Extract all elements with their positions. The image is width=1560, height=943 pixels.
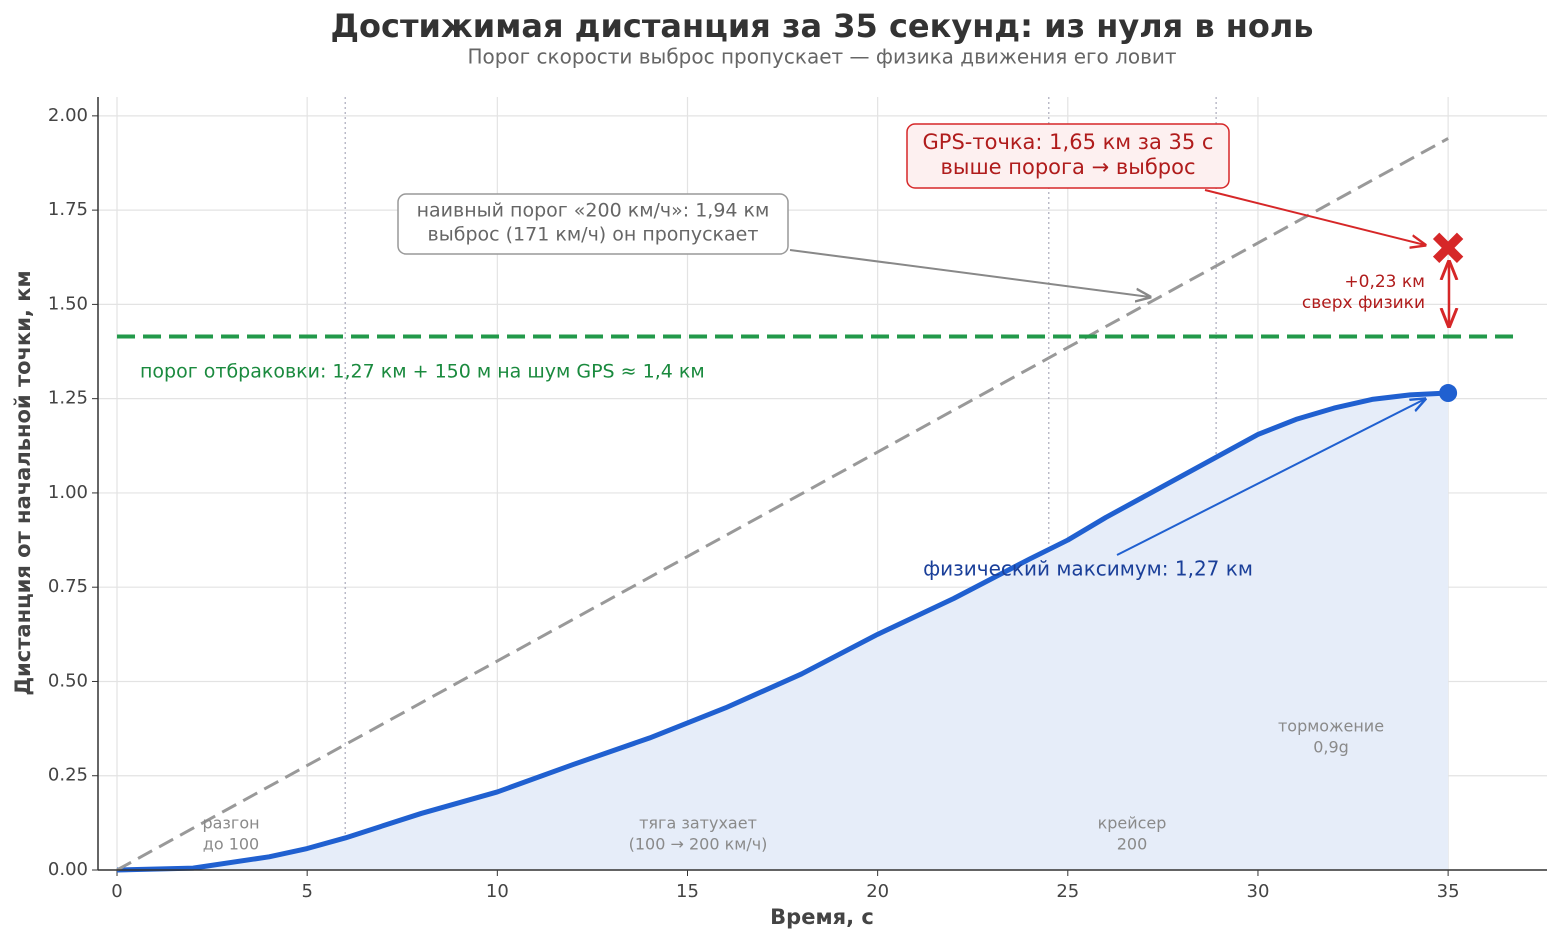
y-tick-label: 0.25	[48, 765, 88, 786]
max-note: физический максимум: 1,27 км	[923, 557, 1253, 581]
x-tick-label: 10	[486, 881, 509, 902]
gps-note: GPS-точка: 1,65 км за 35 с	[923, 130, 1214, 154]
area	[117, 393, 1449, 870]
y-tick-label: 1.50	[48, 293, 88, 314]
note-box	[397, 193, 789, 255]
x-tick-label: 30	[1247, 881, 1270, 902]
phase-label: торможение	[1278, 717, 1384, 736]
x-tick-label: 15	[676, 881, 699, 902]
y-tick-label: 0.75	[48, 576, 88, 597]
phase-label: (100 → 200 км/ч)	[629, 835, 768, 854]
gps-point	[1432, 232, 1464, 264]
arrow	[789, 249, 1150, 297]
x-tick-label: 20	[866, 881, 889, 902]
y-tick-label: 1.75	[48, 199, 88, 220]
phase-label: разгон	[202, 814, 259, 833]
threshold-label: порог отбраковки: 1,27 км + 150 м на шум…	[140, 361, 705, 383]
x-tick-label: 35	[1437, 881, 1460, 902]
phase-label: 200	[1117, 835, 1148, 854]
plot-area: 0 5 10 15 20 25 30 35 0.00 0.25 0.50 0.75 1.00 1.25 1.…	[48, 97, 1547, 902]
phase-label: до 100	[203, 835, 259, 854]
chart-subtitle: Порог скорости выброс пропускает — физик…	[467, 45, 1176, 69]
phase-label: крейсер	[1098, 814, 1167, 833]
y-tick-label: 1.25	[48, 388, 88, 409]
x-tick-label: 5	[301, 881, 312, 902]
x-tick-label: 0	[111, 881, 122, 902]
naive-line	[116, 137, 1449, 872]
excess-note: сверх физики	[1302, 293, 1425, 313]
line	[116, 390, 1449, 873]
chart-title: Достижимая дистанция за 35 секунд: из ну…	[331, 7, 1314, 45]
phase-label: тяга затухает	[639, 814, 757, 833]
y-tick-label: 2.00	[48, 105, 88, 126]
arrow	[1204, 189, 1425, 245]
y-axis-label: Дистанция от начальной точки, км	[11, 270, 35, 695]
x-axis-label: Время, с	[770, 905, 874, 929]
max-point	[1439, 384, 1458, 403]
y-tick-label: 0.00	[48, 859, 88, 880]
gps-note: выше порога → выброс	[940, 155, 1195, 179]
excess-note: +0,23 км	[1344, 272, 1425, 292]
y-tick-label: 1.00	[48, 482, 88, 503]
y-tick-label: 0.50	[48, 670, 88, 691]
naive-note: выброс (171 км/ч) он пропускает	[428, 224, 759, 246]
naive-note: наивный порог «200 км/ч»: 1,94 км	[417, 200, 770, 222]
note-box	[906, 123, 1230, 189]
phase-label: 0,9g	[1313, 738, 1349, 757]
x-tick-label: 25	[1056, 881, 1079, 902]
arrow	[1116, 399, 1425, 556]
